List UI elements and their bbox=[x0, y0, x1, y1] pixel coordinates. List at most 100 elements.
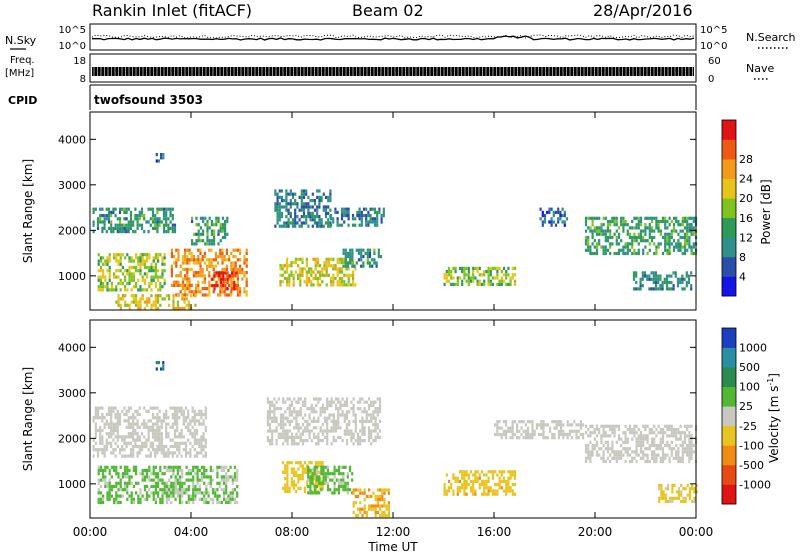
power-cell bbox=[362, 264, 365, 268]
power-cell bbox=[321, 280, 324, 284]
power-cell bbox=[366, 251, 369, 255]
power-cell bbox=[138, 217, 141, 221]
power-cell bbox=[681, 245, 684, 249]
velocity-cell bbox=[307, 465, 310, 469]
velocity-cell bbox=[105, 432, 108, 436]
velocity-cell bbox=[334, 423, 338, 427]
velocity-cell bbox=[487, 489, 490, 493]
power-cell bbox=[584, 248, 588, 252]
power-cell bbox=[305, 192, 308, 196]
velocity-cell bbox=[465, 470, 468, 474]
velocity-cell bbox=[187, 412, 190, 417]
power-cell bbox=[117, 294, 120, 298]
power-cell bbox=[324, 215, 328, 219]
velocity-cell bbox=[367, 432, 371, 436]
velocity-cell bbox=[281, 461, 285, 465]
velocity-cell bbox=[485, 483, 488, 487]
velocity-cell bbox=[350, 435, 353, 439]
velocity-cell bbox=[306, 423, 309, 427]
velocity-cell bbox=[154, 484, 157, 489]
power-cell bbox=[654, 287, 658, 291]
velocity-cell bbox=[101, 438, 104, 442]
power-cell bbox=[173, 280, 176, 284]
velocity-cell bbox=[591, 447, 594, 451]
velocity-cell bbox=[637, 440, 640, 444]
power-cell bbox=[202, 229, 205, 233]
power-cell bbox=[294, 224, 297, 228]
velocity-cell bbox=[167, 468, 171, 473]
power-cell bbox=[171, 217, 174, 221]
velocity-cell bbox=[181, 472, 184, 476]
power-cell bbox=[287, 224, 290, 228]
power-cell bbox=[606, 226, 610, 230]
power-cell bbox=[217, 274, 220, 278]
velocity-cell bbox=[452, 489, 455, 493]
velocity-cell bbox=[487, 476, 490, 480]
power-cell bbox=[657, 219, 660, 224]
velocity-cell bbox=[176, 481, 179, 485]
power-cell bbox=[219, 226, 222, 230]
power-cell bbox=[117, 275, 120, 279]
power-cell bbox=[311, 218, 314, 222]
velocity-cell bbox=[378, 419, 382, 423]
power-cell bbox=[329, 189, 332, 193]
power-cell bbox=[184, 251, 187, 255]
power-cell bbox=[108, 269, 111, 273]
velocity-cell bbox=[233, 478, 237, 482]
power-cell bbox=[341, 267, 344, 271]
velocity-cell bbox=[303, 467, 307, 471]
power-cell bbox=[208, 239, 211, 243]
power-cell bbox=[345, 267, 348, 271]
velocity-cell bbox=[204, 438, 207, 442]
velocity-colorbar-segment bbox=[722, 367, 736, 387]
power-cell bbox=[141, 275, 144, 279]
velocity-cell bbox=[342, 488, 345, 492]
velocity-cell bbox=[326, 468, 330, 473]
power-cell bbox=[104, 285, 107, 289]
velocity-cell bbox=[326, 403, 329, 407]
power-cell bbox=[217, 219, 220, 224]
power-cell bbox=[92, 230, 95, 234]
velocity-cell bbox=[660, 493, 663, 497]
power-cell bbox=[653, 235, 656, 240]
power-cell bbox=[349, 248, 352, 252]
power-cell bbox=[683, 226, 687, 230]
velocity-cell bbox=[465, 483, 468, 487]
power-cell bbox=[365, 217, 368, 221]
velocity-cell bbox=[507, 489, 510, 493]
power-cell bbox=[617, 235, 621, 240]
velocity-cell bbox=[681, 453, 684, 457]
power-cell bbox=[199, 251, 202, 255]
velocity-cell bbox=[157, 491, 160, 495]
power-cell bbox=[615, 251, 618, 256]
power-cell bbox=[194, 294, 197, 298]
velocity-cell bbox=[445, 492, 448, 496]
velocity-cell bbox=[169, 451, 172, 455]
power-cell bbox=[368, 248, 372, 252]
velocity-cell bbox=[170, 491, 173, 495]
velocity-cell bbox=[478, 473, 481, 477]
velocity-cell bbox=[171, 422, 174, 426]
power-cell bbox=[677, 232, 680, 236]
velocity-cell bbox=[178, 465, 182, 469]
velocity-cell bbox=[337, 397, 340, 401]
velocity-cell bbox=[690, 434, 693, 438]
power-cell bbox=[106, 256, 109, 260]
power-cell bbox=[213, 235, 216, 240]
velocity-cell bbox=[184, 448, 188, 452]
power-cell bbox=[369, 214, 372, 218]
velocity-cell bbox=[587, 427, 590, 432]
velocity-cell bbox=[606, 434, 610, 438]
power-cell bbox=[670, 242, 673, 246]
power-cell bbox=[494, 266, 497, 270]
velocity-cell bbox=[282, 416, 285, 420]
power-cell bbox=[563, 214, 566, 218]
velocity-cell bbox=[478, 476, 481, 480]
velocity-cell bbox=[579, 423, 582, 427]
velocity-cell bbox=[207, 475, 210, 479]
velocity-cell bbox=[661, 434, 665, 438]
velocity-cell bbox=[290, 477, 293, 481]
power-cell bbox=[152, 300, 155, 304]
power-cell bbox=[316, 264, 319, 268]
power-cell bbox=[620, 223, 623, 227]
